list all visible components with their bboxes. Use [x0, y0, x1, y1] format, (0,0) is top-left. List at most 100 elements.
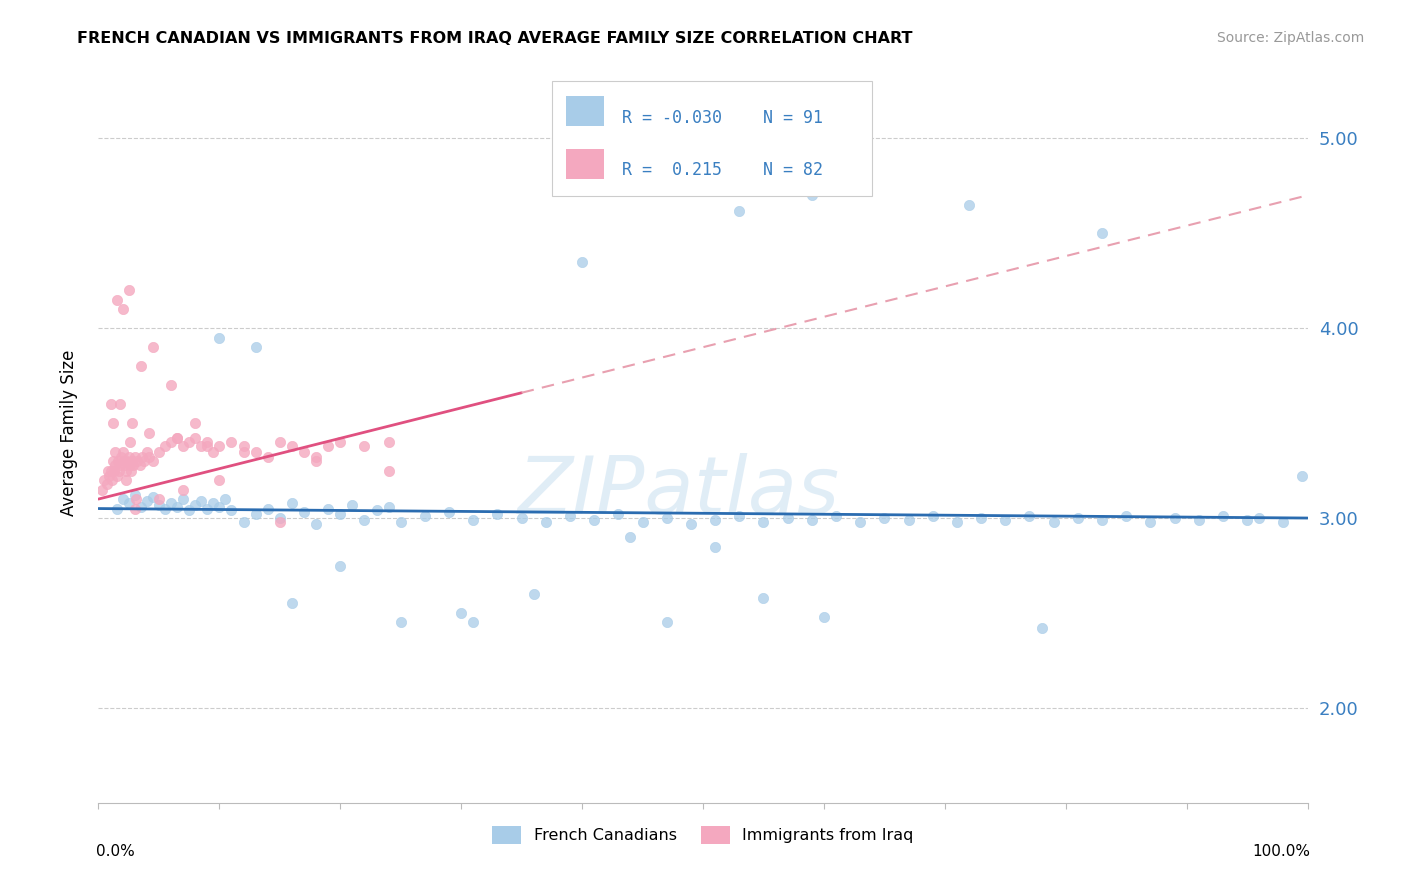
Point — [208, 439, 231, 453]
Point — [124, 501, 146, 516]
Point — [221, 503, 243, 517]
Text: 100.0%: 100.0% — [1251, 844, 1310, 858]
Point — [655, 511, 678, 525]
Point — [118, 450, 141, 465]
Point — [129, 359, 152, 374]
Point — [124, 488, 146, 502]
Point — [269, 511, 291, 525]
Point — [292, 505, 315, 519]
Point — [125, 491, 148, 506]
Text: N = 91: N = 91 — [763, 109, 824, 127]
Point — [728, 509, 751, 524]
Point — [245, 508, 267, 522]
Point — [1139, 515, 1161, 529]
Point — [269, 435, 291, 450]
Point — [179, 435, 201, 450]
Point — [172, 491, 194, 506]
Point — [1236, 513, 1258, 527]
Point — [970, 511, 993, 525]
Point — [112, 454, 135, 468]
Point — [232, 439, 254, 453]
Point — [377, 464, 399, 478]
Text: 0.0%: 0.0% — [96, 844, 135, 858]
Point — [135, 444, 157, 458]
Point — [329, 435, 352, 450]
Point — [281, 496, 304, 510]
Point — [118, 283, 141, 297]
Point — [142, 340, 165, 354]
Point — [148, 444, 170, 458]
Point — [131, 450, 153, 465]
Point — [342, 498, 364, 512]
Point — [202, 444, 225, 458]
Point — [413, 509, 436, 524]
Point — [583, 513, 606, 527]
Point — [752, 515, 775, 529]
Point — [523, 587, 546, 601]
Point — [1212, 509, 1234, 524]
Point — [114, 458, 136, 472]
Point — [849, 515, 872, 529]
Point — [105, 469, 128, 483]
Point — [450, 606, 472, 620]
Point — [202, 496, 225, 510]
Point — [994, 513, 1017, 527]
Point — [111, 302, 134, 317]
Bar — [567, 96, 603, 126]
Point — [214, 491, 236, 506]
Point — [353, 439, 375, 453]
Point — [184, 498, 207, 512]
Point — [704, 513, 727, 527]
Point — [104, 458, 127, 472]
Point — [148, 491, 170, 506]
Point — [128, 458, 150, 472]
Point — [463, 513, 485, 527]
Point — [316, 439, 339, 453]
Point — [329, 508, 352, 522]
Point — [825, 509, 848, 524]
Point — [117, 454, 139, 468]
Point — [129, 500, 152, 514]
Point — [121, 454, 143, 468]
Point — [111, 444, 134, 458]
Point — [184, 416, 207, 430]
Point — [619, 530, 641, 544]
Point — [105, 501, 128, 516]
Point — [166, 431, 188, 445]
Point — [100, 464, 122, 478]
Point — [800, 188, 823, 202]
Point — [232, 515, 254, 529]
Point — [103, 464, 125, 478]
Point — [166, 431, 188, 445]
Point — [96, 476, 118, 491]
Point — [510, 511, 533, 525]
Point — [232, 444, 254, 458]
Point — [305, 450, 328, 465]
Point — [1042, 515, 1064, 529]
Text: ZIPatlas: ZIPatlas — [517, 453, 839, 531]
Point — [437, 505, 460, 519]
Point — [105, 293, 128, 307]
Point — [93, 473, 115, 487]
Point — [121, 416, 143, 430]
Point — [1291, 469, 1313, 483]
Point — [281, 597, 304, 611]
Point — [558, 509, 581, 524]
Text: R =  0.215: R = 0.215 — [621, 161, 723, 179]
Point — [190, 494, 212, 508]
Point — [728, 203, 751, 218]
Point — [110, 450, 132, 465]
Point — [377, 500, 399, 514]
Point — [655, 615, 678, 630]
Point — [1067, 511, 1090, 525]
Point — [100, 473, 122, 487]
Point — [101, 454, 124, 468]
Point — [91, 483, 114, 497]
Point — [115, 464, 138, 478]
Point — [366, 503, 388, 517]
Point — [256, 450, 278, 465]
Point — [813, 609, 835, 624]
Point — [946, 515, 969, 529]
Point — [329, 558, 352, 573]
Point — [534, 515, 557, 529]
